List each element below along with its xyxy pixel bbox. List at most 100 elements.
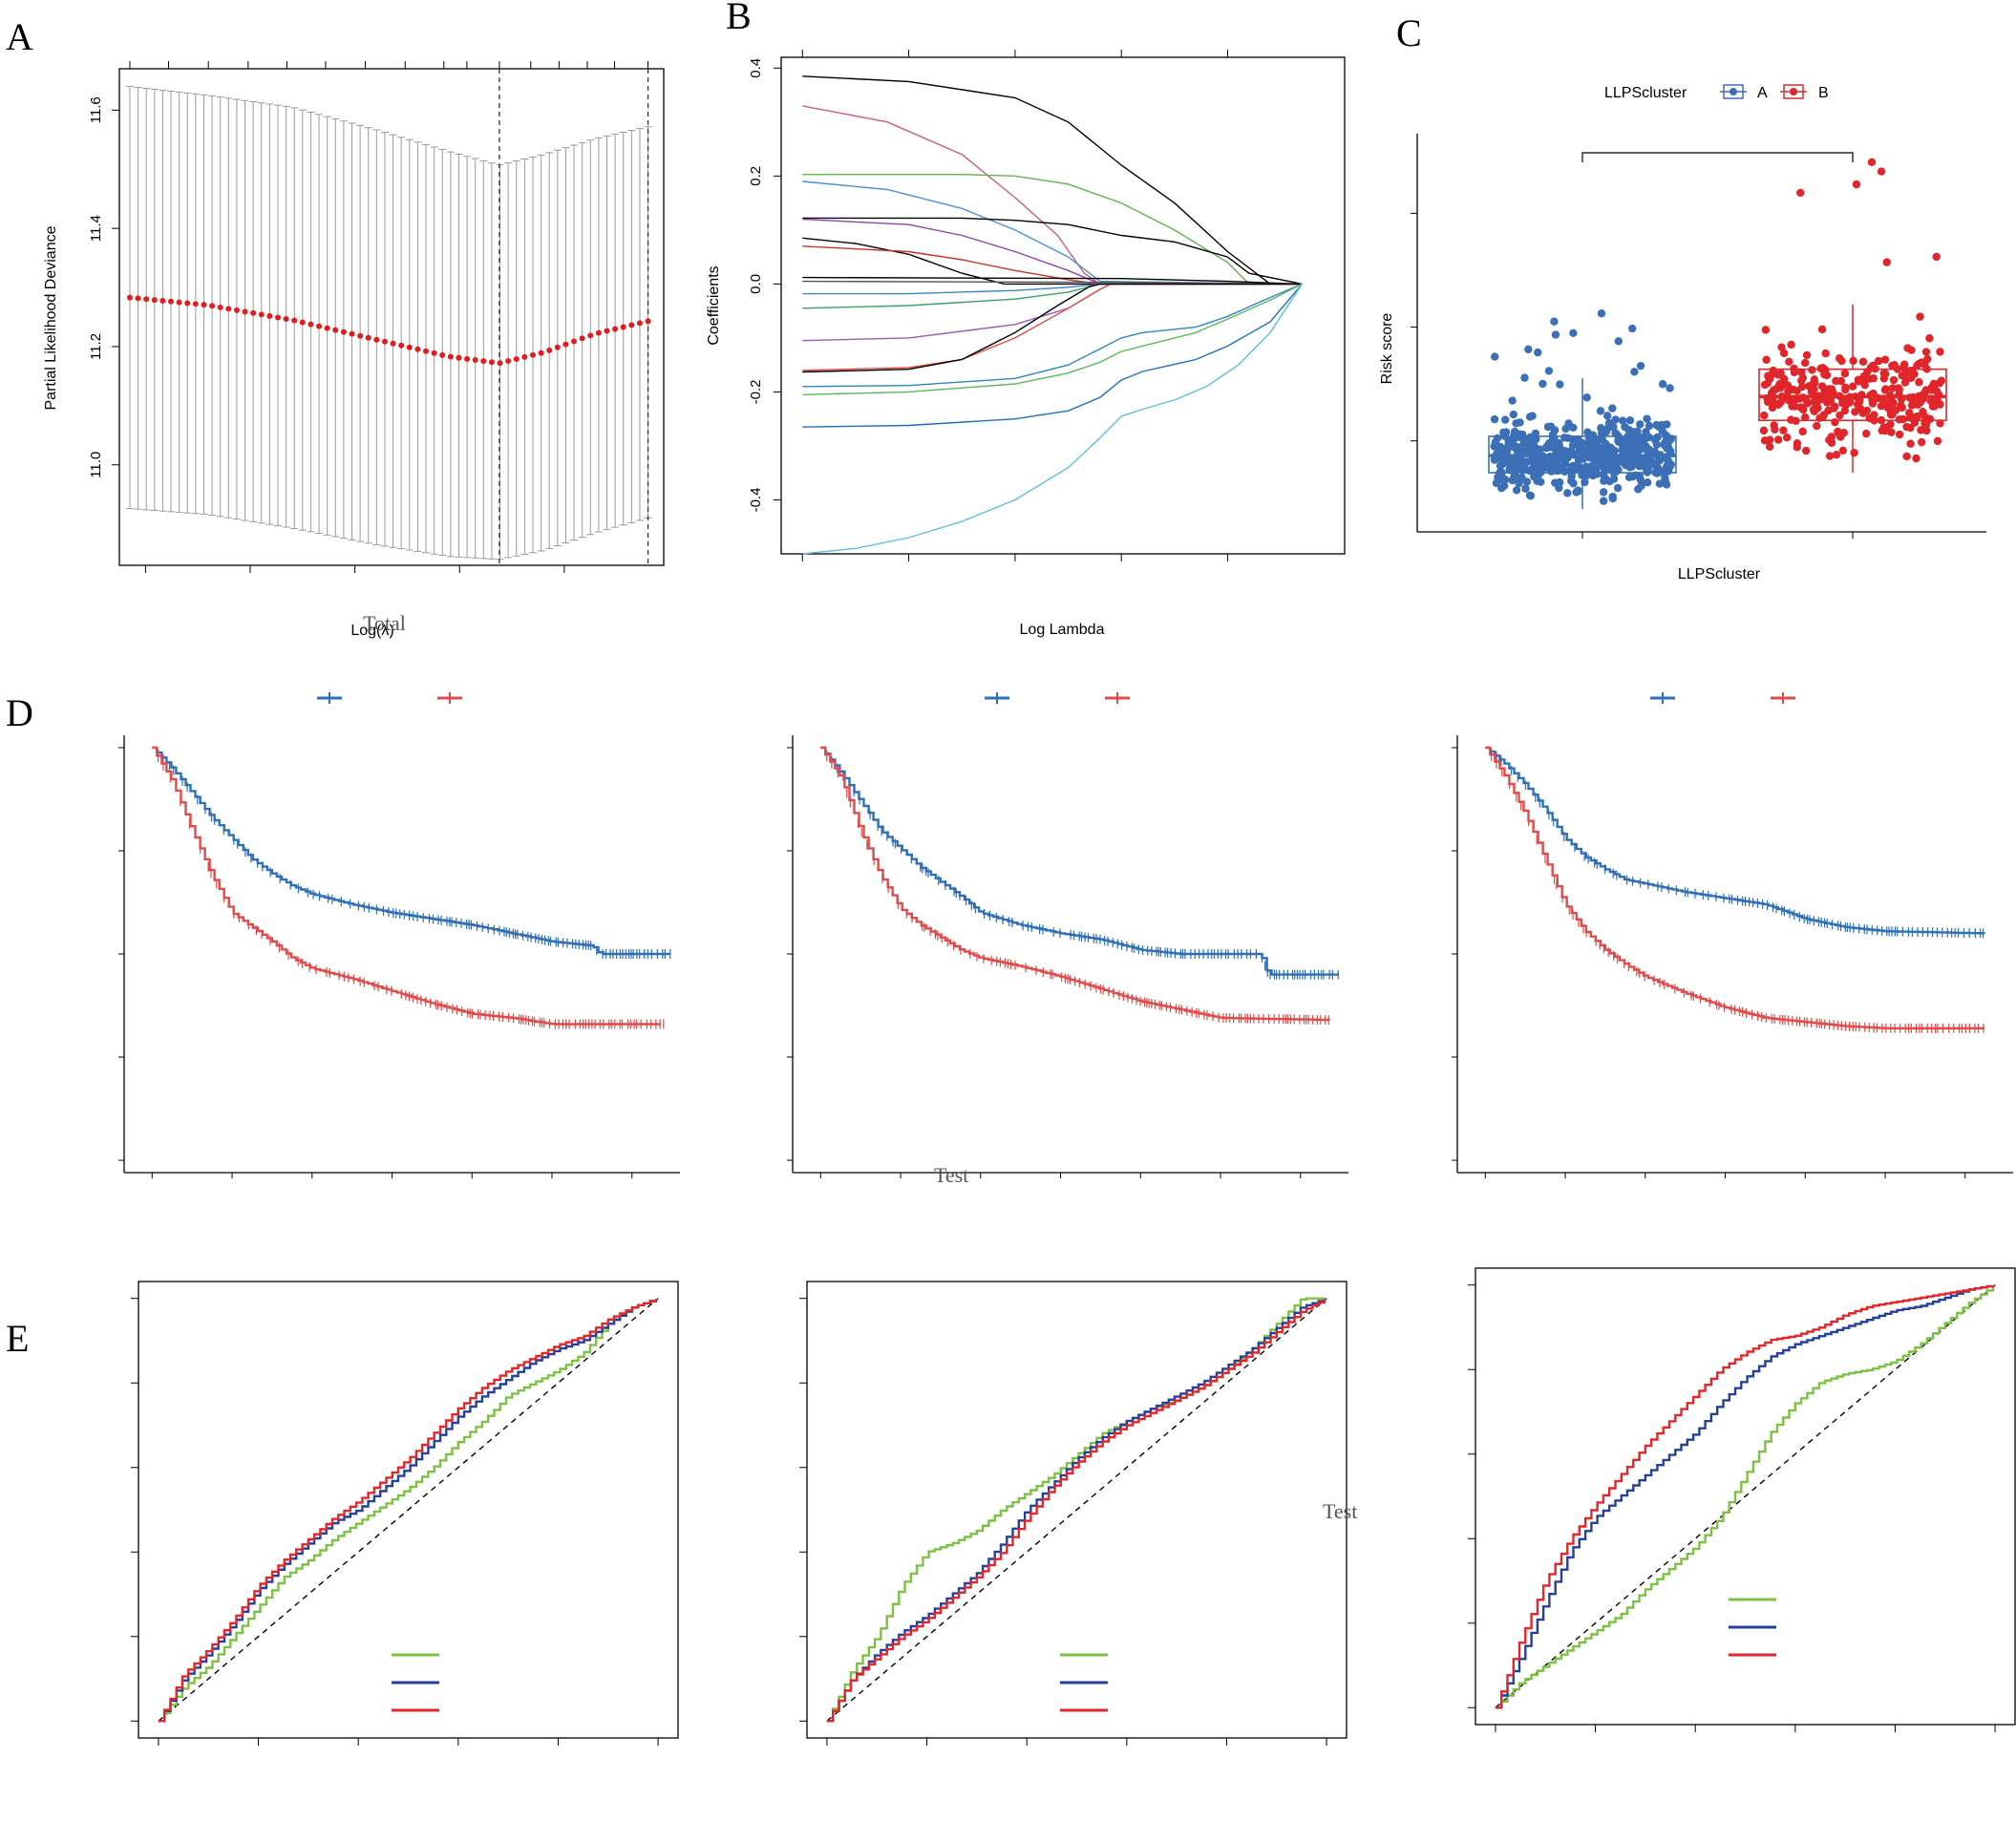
risk-score-point-b — [1850, 448, 1858, 457]
risk-score-point-b — [1810, 397, 1818, 407]
roc-curve-3-years — [1495, 1284, 1995, 1709]
risk-score-point-b — [1874, 356, 1883, 366]
risk-score-point-b — [1841, 401, 1851, 410]
risk-score-point-a — [1499, 459, 1508, 468]
risk-score-point-b — [1761, 326, 1771, 334]
cv-mean-point — [390, 340, 396, 347]
risk-score-point-a — [1665, 467, 1673, 476]
roc-curve-1-years — [158, 1299, 658, 1723]
panel-c-label: C — [1396, 11, 1422, 54]
panel-c-legend-item-a — [1720, 84, 1747, 99]
y-tick-label: 11.6 — [88, 96, 104, 123]
risk-score-point-b — [1880, 386, 1890, 394]
risk-score-point-a — [1602, 439, 1610, 449]
km-curve-low-risk — [152, 746, 670, 956]
risk-score-point-a — [1642, 442, 1650, 451]
risk-score-point-b — [1799, 405, 1808, 414]
cv-mean-point — [505, 358, 512, 365]
km-censor-marks — [825, 752, 1329, 1026]
risk-score-point-a — [1636, 420, 1645, 429]
risk-score-point-a — [1587, 441, 1597, 450]
risk-score-point-b — [1916, 312, 1924, 321]
risk-score-point-a — [1563, 489, 1572, 498]
legend-key-dot — [1790, 88, 1797, 95]
risk-score-point-a — [1604, 418, 1614, 428]
risk-score-point-a — [1491, 352, 1499, 361]
risk-score-point-b — [1859, 372, 1868, 381]
cv-mean-point — [308, 321, 314, 328]
risk-score-point-a — [1645, 461, 1653, 471]
panel-d-train — [1452, 692, 2013, 1178]
risk-score-point-b — [1877, 167, 1886, 176]
risk-score-point-a — [1555, 483, 1563, 493]
coef-path-7 — [802, 75, 1303, 286]
risk-score-point-b — [1825, 452, 1835, 460]
panel-e-test — [799, 1281, 1348, 1746]
cv-mean-point — [135, 295, 141, 302]
risk-score-point-b — [1902, 422, 1911, 432]
risk-score-point-a — [1634, 460, 1644, 469]
panel-b-label: B — [726, 0, 752, 37]
risk-score-point-b — [1760, 411, 1769, 420]
risk-score-point-b — [1765, 442, 1774, 451]
cv-mean-point — [250, 309, 257, 316]
panel-a-lasso-cv: A 11.0 11.2 11.4 11.6 Log(λ) Partial Likeli… — [6, 15, 665, 639]
risk-score-point-b — [1936, 419, 1944, 428]
coef-path-10 — [802, 283, 1304, 428]
coef-path-8 — [802, 283, 1303, 373]
risk-score-point-a — [1524, 345, 1533, 354]
panel-a-x-ticks — [144, 565, 565, 573]
risk-score-point-a — [1509, 467, 1517, 477]
risk-score-point-b — [1817, 325, 1827, 334]
risk-score-point-b — [1848, 382, 1857, 391]
risk-score-point-a — [1525, 491, 1535, 499]
risk-score-point-b — [1800, 358, 1810, 368]
risk-score-point-b — [1852, 180, 1861, 189]
km-censor-marks — [1490, 752, 1984, 1033]
panel-a-y-axis-label: Partial Likelihood Deviance — [43, 225, 59, 410]
panel-b-y-axis-label: Coefficients — [706, 265, 722, 345]
risk-score-point-b — [1807, 387, 1816, 396]
risk-score-point-b — [1880, 355, 1890, 364]
risk-score-point-b — [1773, 371, 1783, 379]
risk-score-point-b — [1837, 356, 1846, 366]
risk-score-point-b — [1853, 400, 1862, 409]
risk-score-point-b — [1889, 398, 1898, 408]
risk-score-point-b — [1810, 378, 1819, 388]
cv-mean-point — [266, 312, 273, 319]
risk-score-point-b — [1889, 375, 1899, 385]
risk-score-point-b — [1862, 429, 1871, 438]
risk-score-point-b — [1785, 396, 1793, 405]
cv-mean-point — [217, 304, 223, 310]
risk-score-point-a — [1574, 456, 1583, 465]
coef-path-20 — [802, 276, 1303, 286]
risk-score-point-a — [1643, 414, 1651, 423]
risk-score-point-a — [1648, 448, 1658, 456]
risk-score-point-b — [1825, 435, 1834, 445]
risk-score-point-a — [1608, 494, 1617, 503]
y-tick-label: 0.0 — [748, 274, 764, 294]
risk-score-point-a — [1602, 412, 1612, 420]
risk-score-point-b — [1899, 360, 1909, 369]
risk-score-point-b — [1925, 334, 1934, 343]
km-curve-low-risk — [1485, 746, 1986, 935]
coef-path-5 — [802, 284, 1304, 555]
risk-score-point-b — [1917, 358, 1926, 367]
coef-path-17 — [802, 283, 1303, 388]
panel-c-legend-label-b: B — [1818, 85, 1829, 101]
risk-score-point-b — [1774, 381, 1784, 391]
risk-score-point-b — [1803, 397, 1812, 407]
risk-score-point-b — [1832, 376, 1840, 386]
panel-b-x-axis-label: Log Lambda — [1020, 622, 1105, 638]
risk-score-point-a — [1560, 459, 1569, 468]
cv-mean-point — [168, 298, 175, 305]
cv-mean-point — [587, 332, 594, 339]
y-tick-label: 11.4 — [88, 215, 104, 242]
risk-score-point-a — [1500, 481, 1509, 490]
cv-mean-point — [571, 338, 578, 345]
cv-mean-point — [472, 357, 478, 364]
coef-path-18 — [802, 217, 1303, 286]
risk-score-point-b — [1903, 344, 1912, 352]
risk-score-point-b — [1779, 426, 1788, 434]
risk-score-point-a — [1608, 404, 1617, 413]
